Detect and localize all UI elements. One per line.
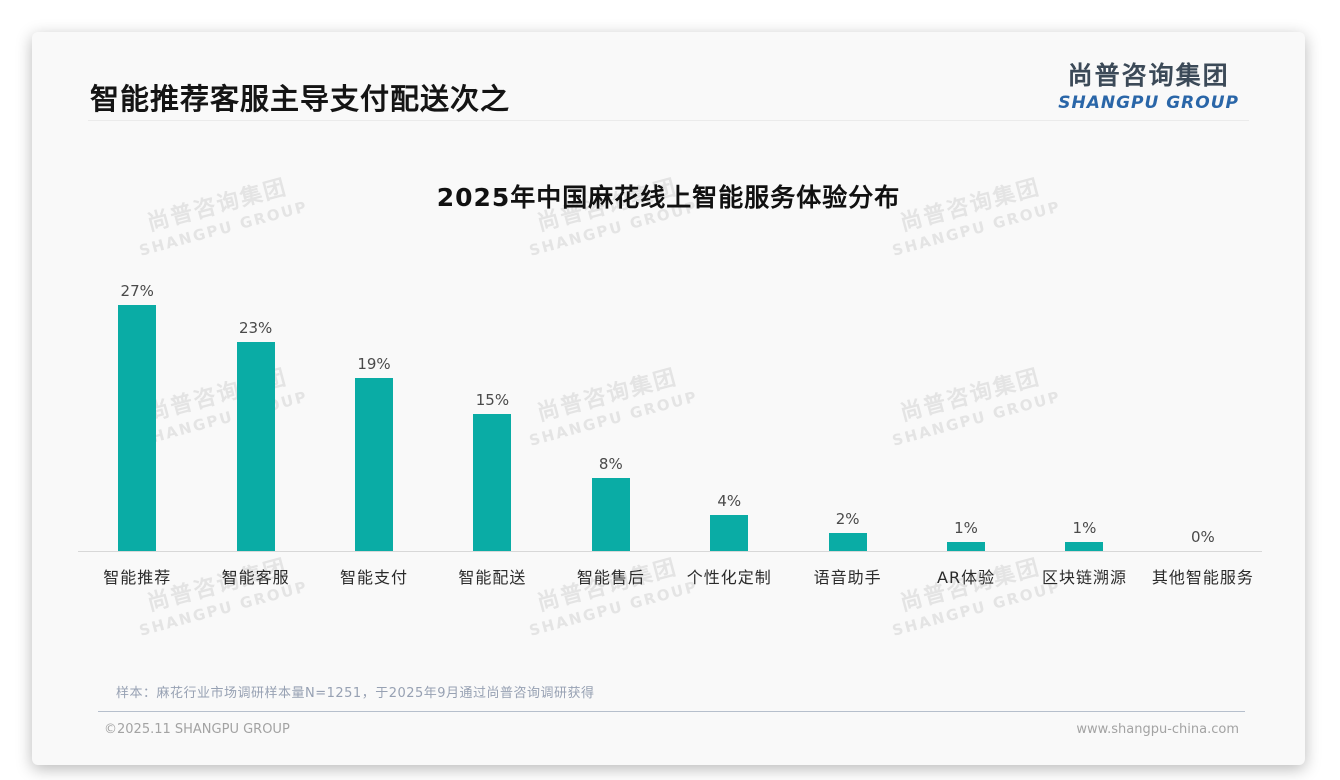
chart-title: 2025年中国麻花线上智能服务体验分布 [436,183,901,212]
bar [473,414,512,551]
bar-value-label: 4% [717,492,742,510]
bar-group: 1% [1025,266,1143,551]
bar-value-label: 19% [357,355,391,373]
bar-group: 15% [433,266,551,551]
bar [1065,542,1104,551]
bar-group: 1% [907,266,1025,551]
bar-value-label: 1% [954,519,978,537]
bar [118,305,157,551]
category-label: 语音助手 [813,568,882,587]
logo-english-text: SHANGPU GROUP [1058,93,1239,113]
category-label: 智能支付 [340,568,409,587]
category-label: 区块链溯源 [1041,568,1127,587]
page-title: 智能推荐客服主导支付配送次之 [90,82,511,116]
logo-chinese-text: 尚普咨询集团 [1067,61,1230,90]
bar-group: 2% [788,266,906,551]
bar-group: 23% [196,266,314,551]
bar [591,478,630,551]
bar [947,542,986,551]
plot-area: 27% 23% 19% 15% 8% 4% 2% 1% 1% 0% [78,266,1262,552]
bar-group: 27% [78,266,196,551]
bar-value-label: 27% [120,282,154,300]
header-divider [88,120,1249,121]
category-label: AR体验 [937,568,996,587]
slide-card: 智能推荐客服主导支付配送次之 尚普咨询集团 SHANGPU GROUP 尚普咨询… [32,32,1305,765]
bar [828,533,867,551]
bar-value-label: 1% [1072,519,1097,537]
bar [355,378,394,551]
bar-group: 8% [552,266,670,551]
sample-note: 样本：麻花行业市场调研样本量N=1251，于2025年9月通过尚普咨询调研获得 [116,686,595,701]
category-label: 个性化定制 [686,568,772,587]
bar-value-label: 15% [475,391,510,409]
category-label: 其他智能服务 [1151,568,1254,587]
category-label: 智能客服 [221,568,290,587]
x-axis-labels: 智能推荐 智能客服 智能支付 智能配送 智能售后 个性化定制 语音助手 AR体验… [78,552,1262,588]
bar-value-label: 8% [598,455,623,473]
bar-value-label: 2% [835,510,860,528]
bar-group: 19% [315,266,433,551]
company-logo: 尚普咨询集团 SHANGPU GROUP [1058,56,1239,113]
footer-divider [98,711,1245,712]
bar [236,342,275,551]
footer-copyright: ©2025.11 SHANGPU GROUP [104,722,290,737]
category-label: 智能售后 [576,568,645,587]
footer-website: www.shangpu-china.com [1076,722,1239,737]
bar [710,515,749,551]
bar-group: 0% [1144,266,1262,551]
bar-value-label: 0% [1190,528,1215,546]
category-label: 智能配送 [458,568,527,587]
bar-value-label: 23% [238,319,273,337]
bar-group: 4% [670,266,788,551]
bar-chart: 27% 23% 19% 15% 8% 4% 2% 1% 1% 0% 智能推荐 智… [78,266,1262,588]
category-label: 智能推荐 [103,568,172,587]
